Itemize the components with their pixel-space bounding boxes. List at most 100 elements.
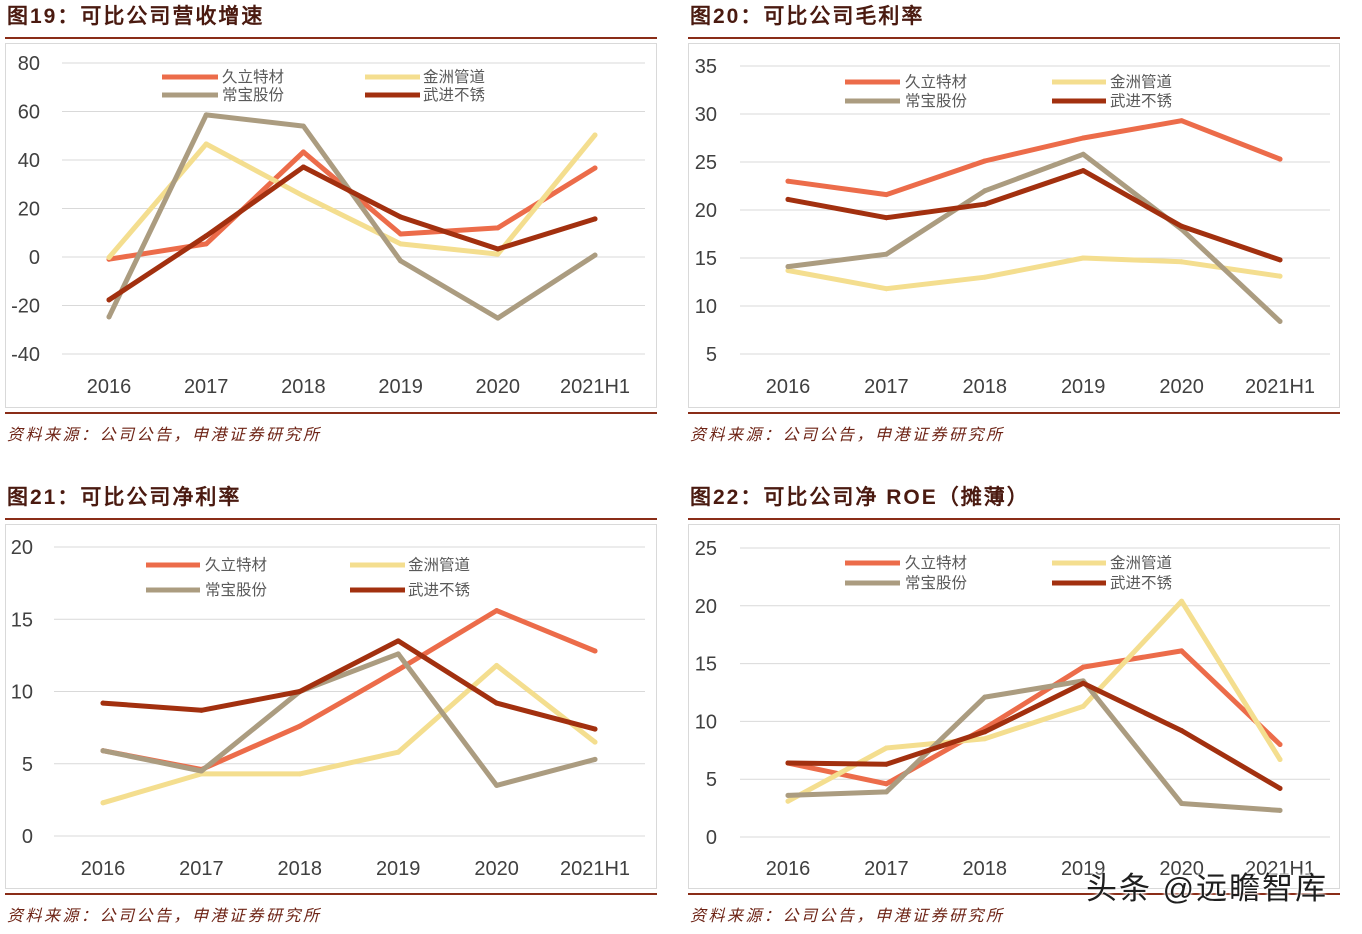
y-tick-label: 10 <box>695 711 717 733</box>
data-point-jinzhou <box>100 800 106 806</box>
source-note: 资料来源：公司公告，申港证券研究所 <box>7 908 322 925</box>
data-point-changbao <box>1277 807 1283 813</box>
data-point-wujin <box>297 689 303 694</box>
x-tick-label: 2019 <box>1061 858 1106 880</box>
data-point-wujin <box>592 216 598 222</box>
y-tick-label: 10 <box>11 682 33 704</box>
data-point-wujin <box>106 297 112 303</box>
series-line-jiuli <box>785 118 1283 198</box>
data-point-wujin <box>883 215 889 221</box>
y-tick-label: 5 <box>706 344 717 366</box>
data-point-wujin <box>198 707 204 713</box>
series-line-wujin <box>785 680 1283 791</box>
series-line-changbao <box>106 112 598 321</box>
data-point-jiuli <box>1179 648 1185 654</box>
data-point-jiuli <box>495 225 501 231</box>
data-point-jiuli <box>494 608 500 614</box>
legend-label-jinzhou: 金洲管道 <box>1110 554 1172 572</box>
y-tick-label: 0 <box>29 247 40 269</box>
data-point-jiuli <box>395 667 401 673</box>
data-point-jinzhou <box>883 745 889 751</box>
data-point-changbao <box>592 756 598 762</box>
y-tick-label: 25 <box>695 538 717 560</box>
data-point-wujin <box>785 760 791 766</box>
data-point-jiuli <box>1277 742 1283 747</box>
data-point-jinzhou <box>883 286 889 292</box>
y-tick-label: 60 <box>18 102 40 124</box>
figure-title: 图22：可比公司净 ROE（摊薄） <box>690 486 1030 509</box>
series-line-changbao <box>785 151 1283 324</box>
chart-frame <box>5 524 657 889</box>
x-tick-label: 2018 <box>281 376 326 398</box>
data-point-changbao <box>883 251 889 257</box>
y-tick-label: 20 <box>18 199 40 221</box>
data-point-wujin <box>300 164 306 170</box>
data-point-jiuli <box>883 781 889 787</box>
title-rule <box>5 518 657 520</box>
data-point-changbao <box>1179 801 1185 806</box>
data-point-jinzhou <box>297 771 303 777</box>
legend-label-jiuli: 久立特材 <box>222 68 284 86</box>
legend-label-changbao: 常宝股份 <box>222 86 285 104</box>
source-rule <box>5 893 657 895</box>
data-point-wujin <box>100 700 106 706</box>
series-line-changbao <box>100 651 598 788</box>
data-point-jiuli <box>203 241 209 247</box>
revenue-growth-line-chart: 80 60 40 20 0 -20 -40 2016 2017 2018 2019 2020 2021H… <box>5 43 657 408</box>
x-tick-label: 2020 <box>1159 376 1204 398</box>
data-point-jinzhou <box>1179 259 1185 265</box>
legend-label-changbao: 常宝股份 <box>905 574 968 592</box>
figure-21-panel: 图21：可比公司净利率 20 15 10 5 0 2016 2017 2018 2019 2020… <box>5 481 657 931</box>
x-tick-label: 2016 <box>87 376 132 398</box>
y-tick-label: 30 <box>695 104 717 126</box>
x-tick-label: 2017 <box>184 376 229 398</box>
chart-area: 20 15 10 5 0 2016 2017 2018 2019 2020 2021H1 久立特材 金洲… <box>5 524 657 889</box>
x-tick-label: 2018 <box>963 376 1008 398</box>
data-point-changbao <box>982 188 988 194</box>
series-line-wujin <box>100 638 598 732</box>
y-tick-label: 15 <box>11 609 33 631</box>
data-point-wujin <box>1179 728 1185 734</box>
figure-title: 图19：可比公司营收增速 <box>7 5 265 28</box>
data-point-jinzhou <box>785 798 791 804</box>
y-tick-label: 20 <box>695 200 717 222</box>
data-point-jinzhou <box>1277 273 1283 279</box>
title-rule <box>5 37 657 39</box>
x-tick-label: 2017 <box>864 376 909 398</box>
data-point-jinzhou <box>982 736 988 742</box>
data-point-jinzhou <box>300 193 306 199</box>
legend-label-jinzhou: 金洲管道 <box>1110 73 1172 91</box>
data-point-changbao <box>1080 151 1086 157</box>
x-tick-label: 2018 <box>278 858 323 880</box>
roe-line-chart: 25 20 15 10 5 0 2016 2017 2018 2019 2020 2021H1 久立特材… <box>688 524 1340 889</box>
source-rule <box>5 412 657 414</box>
legend-label-wujin: 武进不锈 <box>423 86 485 104</box>
data-point-jiuli <box>982 158 988 164</box>
x-tick-label: 2017 <box>179 858 224 880</box>
data-point-jinzhou <box>592 132 598 138</box>
data-point-jiuli <box>1277 156 1283 162</box>
data-point-jinzhou <box>982 274 988 280</box>
data-point-wujin <box>982 729 988 735</box>
series-line-jinzhou <box>100 663 598 806</box>
source-note: 资料来源：公司公告，申港证券研究所 <box>7 427 322 444</box>
data-point-changbao <box>203 112 209 118</box>
data-point-jinzhou <box>203 141 209 147</box>
data-point-jinzhou <box>592 739 598 745</box>
data-point-jiuli <box>1179 118 1185 124</box>
y-tick-label: 5 <box>22 754 33 776</box>
figure-title: 图20：可比公司毛利率 <box>690 5 925 28</box>
data-point-jinzhou <box>106 255 112 260</box>
source-rule <box>688 893 1340 895</box>
legend-label-wujin: 武进不锈 <box>1110 574 1172 592</box>
data-point-wujin <box>395 638 401 644</box>
net-margin-line-chart: 20 15 10 5 0 2016 2017 2018 2019 2020 2021H1 久立特材 金洲… <box>5 524 657 889</box>
source-note: 资料来源：公司公告，申港证券研究所 <box>690 908 1005 925</box>
legend-label-jiuli: 久立特材 <box>905 554 967 572</box>
legend-label-jinzhou: 金洲管道 <box>423 68 485 86</box>
x-tick-label: 2021H1 <box>1245 376 1315 398</box>
legend-label-changbao: 常宝股份 <box>205 581 268 599</box>
figure-22-panel: 图22：可比公司净 ROE（摊薄） 25 20 15 10 5 0 2016 2017 2018… <box>688 481 1340 931</box>
data-point-jiuli <box>592 648 598 654</box>
x-tick-label: 2018 <box>963 858 1008 880</box>
